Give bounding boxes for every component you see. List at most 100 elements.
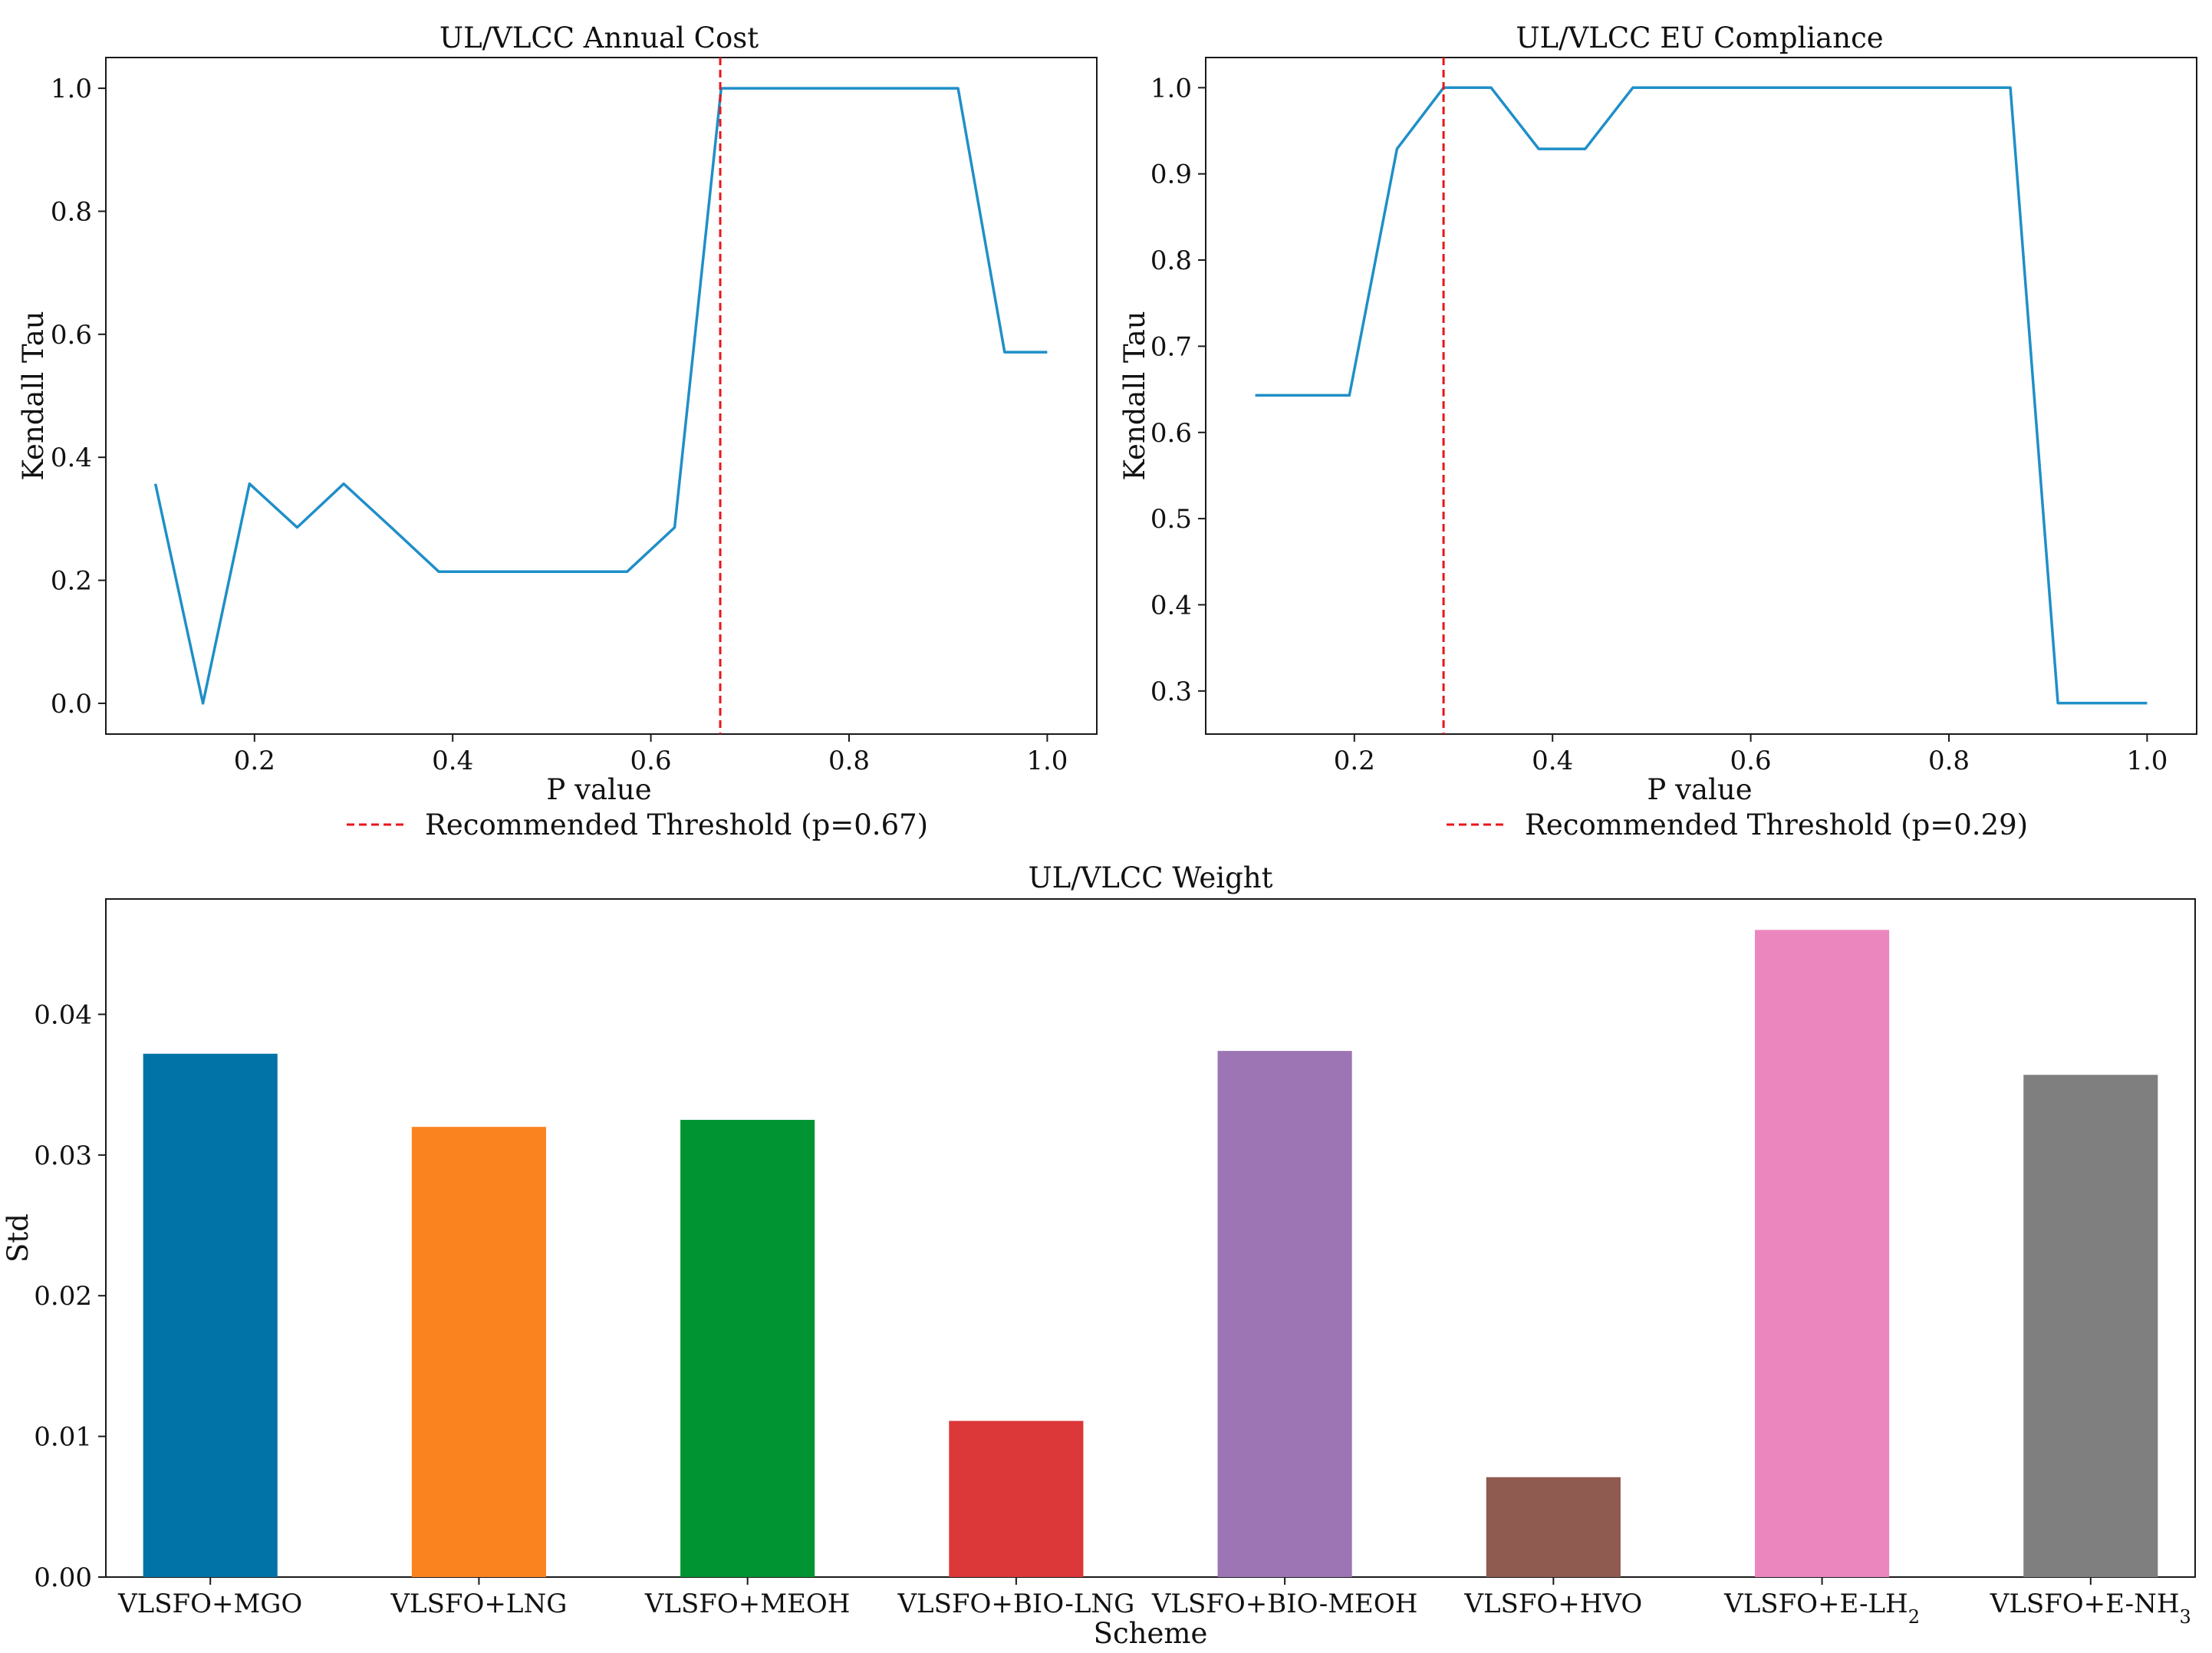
bar	[1486, 1477, 1621, 1577]
y-tick-label: 0.5	[1150, 504, 1192, 535]
axis-ticks: 0.2 0.4 0.6 0.8 1.0 0.3 0.4 0.5 0.6 0.7 0.8 0.9 1.0	[1150, 73, 2168, 776]
y-tick-label: 0.4	[1150, 590, 1192, 621]
x-tick-label: VLSFO+MGO	[117, 1589, 302, 1619]
data-point	[437, 570, 440, 573]
data-point	[1819, 86, 1822, 89]
y-axis-label: Std	[2, 1213, 35, 1263]
y-tick-label: 0.01	[34, 1422, 92, 1453]
x-axis-label: P value	[1647, 773, 1752, 806]
data-point	[626, 570, 629, 573]
data-point	[673, 526, 676, 529]
data-point	[484, 570, 487, 573]
data-point	[767, 87, 770, 90]
plot-frame	[1205, 57, 2197, 735]
data-point	[2103, 702, 2106, 705]
data-point	[1961, 86, 1964, 89]
data-point	[342, 482, 345, 486]
data-point	[390, 526, 393, 529]
bar	[1755, 930, 1890, 1577]
chart-title: UL/VLCC Weight	[1028, 861, 1272, 894]
data-marks	[143, 930, 2158, 1577]
legend-threshold-label: Recommended Threshold (p=0.67)	[425, 808, 928, 841]
data-point	[1584, 147, 1587, 150]
x-tick-label: 0.8	[1928, 746, 1970, 776]
plot-frame	[105, 898, 2196, 1578]
plot-frame	[105, 57, 1098, 735]
annual-cost-chart: UL/VLCC Annual Cost 0.2 0.4 0.6 0.8 1.0 0.0 0.…	[17, 21, 1098, 841]
chart-title: UL/VLCC EU Compliance	[1516, 21, 1883, 54]
legend: Recommended Threshold (p=0.29)	[1447, 808, 2028, 841]
x-tick-label: VLSFO+E-NH3	[1990, 1589, 2191, 1628]
y-tick-label: 0.03	[34, 1141, 92, 1171]
bar	[2023, 1075, 2158, 1577]
data-point	[1773, 86, 1776, 89]
x-tick-label: VLSFO+HVO	[1463, 1589, 1642, 1619]
data-point	[1914, 86, 1917, 89]
y-tick-label: 0.8	[51, 196, 92, 227]
axis-ticks: 0.00 0.01 0.02 0.03 0.04 VLSFO+MGO VLSFO+LNG VL…	[34, 999, 2191, 1628]
x-tick-label: VLSFO+LNG	[390, 1589, 567, 1619]
y-tick-label: 0.04	[34, 999, 92, 1030]
x-tick-label: VLSFO+E-LH2	[1723, 1589, 1920, 1628]
data-point	[1395, 147, 1398, 150]
x-axis-label: Scheme	[1094, 1617, 1208, 1650]
data-point	[2056, 702, 2059, 705]
data-point	[154, 482, 157, 486]
series-line	[1255, 86, 2148, 705]
x-tick-label: 0.4	[432, 746, 473, 776]
y-tick-label: 0.0	[51, 689, 92, 719]
data-point	[1348, 393, 1351, 397]
x-tick-label: 0.2	[1334, 746, 1375, 776]
bar	[949, 1421, 1084, 1577]
data-point	[1631, 86, 1634, 89]
y-tick-label: 0.3	[1150, 677, 1192, 707]
x-tick-label: 1.0	[1026, 746, 1068, 776]
y-tick-label: 1.0	[51, 74, 92, 104]
data-point	[579, 570, 582, 573]
bar	[411, 1127, 546, 1577]
y-tick-label: 0.2	[51, 566, 92, 597]
data-point	[1045, 351, 1048, 354]
data-point	[1254, 393, 1257, 397]
data-point	[1537, 147, 1540, 150]
chart-title: UL/VLCC Annual Cost	[439, 21, 759, 54]
x-tick-label: VLSFO+MEOH	[644, 1589, 851, 1619]
data-point	[2145, 702, 2148, 705]
bar	[1217, 1051, 1352, 1577]
x-tick-label: 0.6	[630, 746, 672, 776]
data-point	[1726, 86, 1729, 89]
weight-bar-chart: UL/VLCC Weight 0.00 0.01 0.02 0.03 0.04 VLSFO…	[2, 861, 2196, 1650]
data-point	[956, 87, 960, 90]
x-tick-label: 0.6	[1730, 746, 1772, 776]
legend: Recommended Threshold (p=0.67)	[347, 808, 928, 841]
y-axis-label: Kendall Tau	[17, 311, 50, 480]
data-point	[1679, 86, 1682, 89]
data-point	[861, 87, 864, 90]
data-point	[295, 526, 298, 529]
y-tick-label: 0.6	[51, 320, 92, 351]
bar	[143, 1053, 278, 1577]
x-tick-label: 0.2	[234, 746, 275, 776]
bar	[680, 1119, 815, 1577]
y-tick-label: 0.7	[1150, 331, 1192, 362]
x-tick-label: 0.8	[828, 746, 870, 776]
data-marks	[153, 58, 1048, 734]
data-point	[815, 87, 818, 90]
x-axis-label: P value	[546, 773, 651, 806]
eu-compliance-chart: UL/VLCC EU Compliance 0.2 0.4 0.6 0.8 1.0 0.3…	[1118, 21, 2197, 841]
x-tick-label: VLSFO+BIO-MEOH	[1151, 1589, 1418, 1619]
x-tick-label: VLSFO+BIO-LNG	[897, 1589, 1134, 1619]
axis-ticks: 0.2 0.4 0.6 0.8 1.0 0.0 0.2 0.4 0.6 0.8 1.0	[51, 74, 1068, 776]
data-point	[909, 87, 912, 90]
y-tick-label: 0.8	[1150, 245, 1192, 276]
data-point	[1003, 351, 1006, 354]
y-tick-label: 1.0	[1150, 73, 1192, 104]
data-point	[532, 570, 535, 573]
data-point	[248, 482, 251, 486]
data-point	[1489, 86, 1493, 89]
data-point	[202, 702, 205, 705]
legend-threshold-label: Recommended Threshold (p=0.29)	[1525, 808, 2028, 841]
data-point	[1302, 393, 1305, 397]
y-tick-label: 0.00	[34, 1562, 92, 1593]
